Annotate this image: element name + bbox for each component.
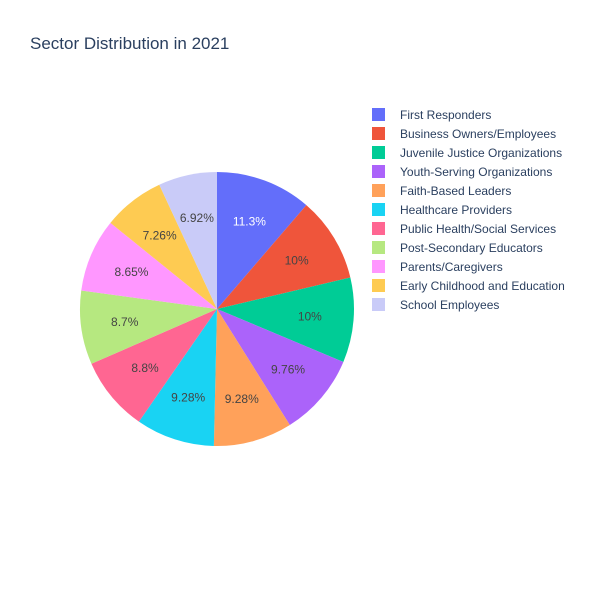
- legend-label-2: Juvenile Justice Organizations: [400, 145, 563, 160]
- slice-label-5: 9.28%: [171, 391, 205, 405]
- pie-slice-4[interactable]: [213, 309, 290, 446]
- legend-swatch-2: [372, 146, 385, 159]
- legend-item-4[interactable]: Faith-Based Leaders: [372, 181, 565, 200]
- legend-swatch-0: [372, 108, 385, 121]
- slice-label-9: 7.26%: [143, 229, 177, 243]
- legend-label-10: School Employees: [400, 297, 500, 312]
- slice-label-10: 6.92%: [180, 211, 214, 225]
- legend-swatch-3: [372, 165, 385, 178]
- pie-slice-5[interactable]: [138, 309, 217, 446]
- slice-label-1: 10%: [285, 254, 309, 268]
- legend: First Responders Business Owners/Employee…: [372, 105, 565, 314]
- legend-item-5[interactable]: Healthcare Providers: [372, 200, 565, 219]
- legend-label-8: Parents/Caregivers: [400, 259, 503, 274]
- pie-slice-7[interactable]: [80, 290, 217, 364]
- pie-slice-10[interactable]: [159, 172, 217, 309]
- legend-swatch-1: [372, 127, 385, 140]
- legend-item-8[interactable]: Parents/Caregivers: [372, 257, 565, 276]
- legend-item-10[interactable]: School Employees: [372, 295, 565, 314]
- pie-slice-8[interactable]: [81, 222, 217, 309]
- slice-label-3: 9.76%: [271, 362, 305, 376]
- legend-item-9[interactable]: Early Childhood and Education: [372, 276, 565, 295]
- legend-label-1: Business Owners/Employees: [400, 126, 557, 141]
- legend-swatch-10: [372, 298, 385, 311]
- pie-slice-3[interactable]: [217, 309, 344, 426]
- pie-slice-0[interactable]: [217, 172, 307, 309]
- slice-label-2: 10%: [298, 310, 322, 324]
- pie-slice-9[interactable]: [110, 184, 217, 309]
- legend-item-2[interactable]: Juvenile Justice Organizations: [372, 143, 565, 162]
- legend-swatch-9: [372, 279, 385, 292]
- legend-item-1[interactable]: Business Owners/Employees: [372, 124, 565, 143]
- chart-title: Sector Distribution in 2021: [30, 34, 230, 53]
- legend-label-3: Youth-Serving Organizations: [400, 164, 553, 179]
- slice-label-6: 8.8%: [131, 361, 159, 375]
- legend-item-7[interactable]: Post-Secondary Educators: [372, 238, 565, 257]
- legend-swatch-7: [372, 241, 385, 254]
- legend-item-0[interactable]: First Responders: [372, 105, 565, 124]
- legend-label-0: First Responders: [400, 107, 492, 122]
- legend-label-9: Early Childhood and Education: [400, 278, 565, 293]
- pie-slice-6[interactable]: [91, 309, 217, 422]
- slice-label-7: 8.7%: [111, 315, 139, 329]
- legend-label-4: Faith-Based Leaders: [400, 183, 512, 198]
- legend-item-6[interactable]: Public Health/Social Services: [372, 219, 565, 238]
- pie-slice-2[interactable]: [217, 277, 355, 362]
- pie-slice-1[interactable]: [217, 205, 351, 309]
- legend-label-7: Post-Secondary Educators: [400, 240, 543, 255]
- slice-label-8: 8.65%: [114, 265, 148, 279]
- legend-swatch-5: [372, 203, 385, 216]
- slice-label-0: 11.3%: [233, 215, 266, 229]
- legend-swatch-4: [372, 184, 385, 197]
- legend-swatch-6: [372, 222, 385, 235]
- slice-label-4: 9.28%: [225, 392, 259, 406]
- legend-label-5: Healthcare Providers: [400, 202, 513, 217]
- legend-item-3[interactable]: Youth-Serving Organizations: [372, 162, 565, 181]
- legend-label-6: Public Health/Social Services: [400, 221, 557, 236]
- legend-swatch-8: [372, 260, 385, 273]
